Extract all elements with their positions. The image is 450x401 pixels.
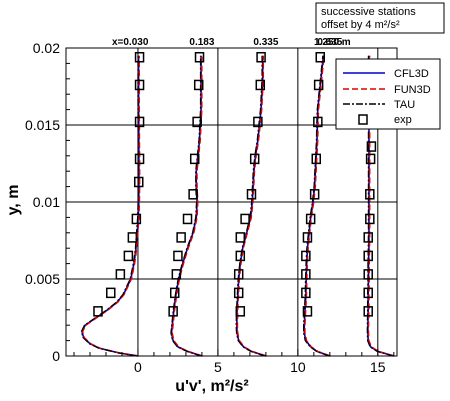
exp-marker-station-2 <box>168 306 178 317</box>
x-tick-label: 0 <box>134 359 142 375</box>
exp-marker-station-3 <box>233 269 244 280</box>
exp-marker-station-3 <box>235 306 246 317</box>
exp-marker-station-4 <box>311 153 321 165</box>
legend-marker-exp <box>358 114 368 125</box>
y-axis-title: y, m <box>5 185 22 216</box>
exp-marker-station-1 <box>115 269 126 280</box>
exp-marker-station-2 <box>171 269 182 280</box>
profile-tau-station-2 <box>170 55 202 357</box>
exp-marker-station-3 <box>246 189 257 200</box>
exp-marker-station-2 <box>192 116 202 128</box>
exp-marker-station-4 <box>301 269 311 280</box>
offset-note-line-2: offset by 4 m²/s² <box>321 19 400 31</box>
exp-marker-station-4 <box>305 213 316 225</box>
exp-marker-station-4 <box>315 51 325 63</box>
x-tick-label: 5 <box>214 359 222 375</box>
exp-marker-station-1 <box>131 213 142 225</box>
exp-marker-station-3 <box>255 79 266 91</box>
exp-marker-station-4 <box>301 287 311 299</box>
profile-fun3d-station-2 <box>171 55 203 357</box>
y-tick-label: 0.02 <box>33 40 60 56</box>
x-tick-label: 15 <box>370 359 386 375</box>
legend: CFL3D FUN3D TAU exp <box>335 58 441 130</box>
exp-marker-station-5 <box>366 141 377 152</box>
profile-cfl3d-station-4 <box>303 55 331 357</box>
legend-box <box>335 58 441 130</box>
exp-marker-station-2 <box>173 250 183 262</box>
exp-marker-station-1 <box>93 306 103 317</box>
station-label-3: 0.335 <box>253 37 278 48</box>
exp-marker-station-3 <box>240 213 250 225</box>
exp-marker-station-3 <box>235 232 246 243</box>
legend-label-exp: exp <box>394 114 412 126</box>
station-label-1: x=0.030 <box>112 37 149 48</box>
exp-marker-station-1 <box>123 250 134 262</box>
exp-markers <box>93 51 377 317</box>
station-label-5: 1.250 m <box>314 37 351 48</box>
exp-marker-station-2 <box>182 213 193 225</box>
exp-marker-station-1 <box>106 287 116 299</box>
station-label-2: 0.183 <box>189 37 214 48</box>
exp-marker-station-5 <box>365 213 375 225</box>
x-tick-label: 10 <box>290 359 306 375</box>
exp-marker-station-2 <box>193 79 204 91</box>
exp-marker-station-4 <box>301 250 311 262</box>
exp-marker-station-1 <box>134 116 145 128</box>
exp-marker-station-1 <box>127 232 138 243</box>
axis-ticks: 0 5 10 15 0 0.005 0.01 0.015 0.02 <box>25 40 395 375</box>
profile-tau-station-3 <box>235 55 266 357</box>
y-tick-label: 0.005 <box>25 271 60 287</box>
x-axis-title: u'v', m²/s² <box>175 378 248 395</box>
exp-marker-station-2 <box>194 51 205 63</box>
profile-cfl3d-station-1 <box>81 55 140 357</box>
exp-marker-station-2 <box>188 189 198 200</box>
exp-marker-station-2 <box>189 153 200 165</box>
offset-note-line-1: successive stations <box>321 6 416 18</box>
station-label-4: 0.635 <box>317 37 342 48</box>
offset-note: successive stations offset by 4 m²/s² <box>315 2 445 34</box>
exp-marker-station-4 <box>302 306 313 317</box>
exp-marker-station-3 <box>235 250 246 262</box>
exp-marker-station-5 <box>363 287 373 299</box>
offset-note-box <box>315 2 445 34</box>
exp-marker-station-5 <box>363 250 373 262</box>
exp-marker-station-5 <box>365 153 376 165</box>
exp-marker-station-3 <box>253 116 263 128</box>
exp-marker-station-5 <box>363 269 373 280</box>
exp-marker-station-1 <box>134 153 145 165</box>
legend-label-fun3d: FUN3D <box>394 84 431 96</box>
profile-tau-station-1 <box>80 55 139 357</box>
exp-marker-station-3 <box>233 287 244 299</box>
exp-marker-station-2 <box>176 232 186 243</box>
exp-marker-station-4 <box>313 116 323 128</box>
exp-marker-station-1 <box>134 51 145 63</box>
y-tick-label: 0 <box>52 348 60 364</box>
exp-marker-station-3 <box>256 51 266 63</box>
exp-marker-station-3 <box>249 153 260 165</box>
exp-marker-station-4 <box>309 189 320 200</box>
exp-marker-station-1 <box>134 176 144 188</box>
exp-marker-station-4 <box>313 79 324 91</box>
exp-marker-station-4 <box>302 232 313 243</box>
profile-fun3d-station-4 <box>304 55 331 357</box>
legend-label-tau: TAU <box>394 99 415 111</box>
profile-fun3d-station-3 <box>236 55 267 357</box>
exp-marker-station-5 <box>365 189 375 200</box>
y-tick-label: 0.01 <box>33 194 60 210</box>
exp-marker-station-2 <box>169 287 180 299</box>
profile-curves <box>80 55 395 357</box>
legend-label-cfl3d: CFL3D <box>394 68 429 80</box>
exp-marker-station-5 <box>363 306 373 317</box>
exp-marker-station-5 <box>363 232 373 243</box>
profile-fun3d-station-1 <box>81 55 141 357</box>
y-tick-label: 0.015 <box>25 117 60 133</box>
exp-marker-station-1 <box>134 79 145 91</box>
profile-tau-station-4 <box>303 55 330 357</box>
